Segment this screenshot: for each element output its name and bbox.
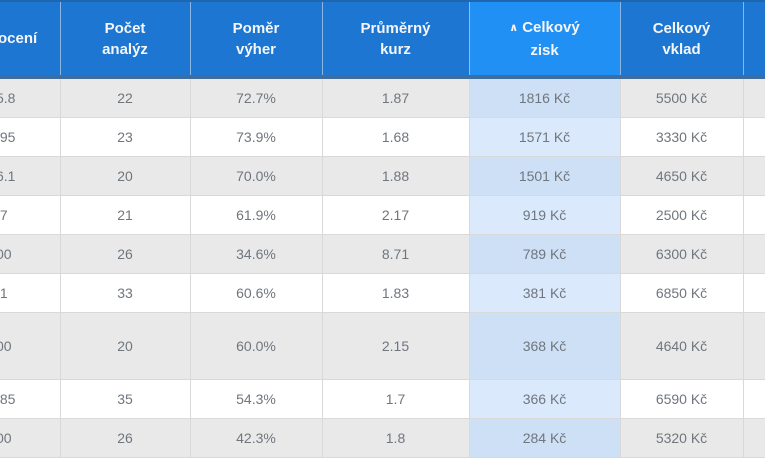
cell-analyses-count: 33 (59, 273, 191, 313)
cell-win-ratio: 60.6% (189, 273, 323, 313)
cell-average-odds: 1.68 (321, 117, 470, 157)
column-header-total-stake[interactable]: Celkový vklad (619, 0, 744, 79)
column-header-cutoff (742, 0, 765, 79)
column-header-win-ratio[interactable]: Poměr výher (189, 0, 323, 79)
column-header-average-odds[interactable]: Průměrný kurz (321, 0, 470, 79)
cell-rating: 6.1 (0, 156, 61, 196)
cell-analyses-count: 21 (59, 195, 191, 235)
cell-cutoff (742, 156, 765, 196)
cell-win-ratio: 54.3% (189, 379, 323, 419)
cell-total-stake: 5320 Kč (619, 418, 744, 458)
cell-cutoff (742, 76, 765, 118)
cell-total-stake: 4650 Kč (619, 156, 744, 196)
table-header: ocení Počet analýz Poměr výher Průměrný … (0, 0, 765, 79)
cell-cutoff (742, 418, 765, 458)
cell-total-profit: 284 Kč (468, 418, 621, 458)
column-header-rating[interactable]: ocení (0, 0, 61, 79)
cell-total-stake: 4640 Kč (619, 312, 744, 380)
cell-win-ratio: 70.0% (189, 156, 323, 196)
cell-total-profit: 919 Kč (468, 195, 621, 235)
cell-total-profit: 368 Kč (468, 312, 621, 380)
cell-rating: 5.8 (0, 76, 61, 118)
cell-average-odds: 2.15 (321, 312, 470, 380)
cell-total-profit: 789 Kč (468, 234, 621, 274)
cell-cutoff (742, 195, 765, 235)
cell-win-ratio: 73.9% (189, 117, 323, 157)
cell-analyses-count: 20 (59, 312, 191, 380)
cell-win-ratio: 34.6% (189, 234, 323, 274)
cell-cutoff (742, 379, 765, 419)
cell-rating: 00 (0, 234, 61, 274)
cell-rating: .85 (0, 379, 61, 419)
cell-analyses-count: 35 (59, 379, 191, 419)
cell-total-stake: 6300 Kč (619, 234, 744, 274)
cell-analyses-count: 26 (59, 234, 191, 274)
cell-win-ratio: 60.0% (189, 312, 323, 380)
cell-rating: 00 (0, 418, 61, 458)
sort-ascending-icon: ∧ (509, 21, 519, 34)
cell-total-stake: 6590 Kč (619, 379, 744, 419)
column-header-total-profit-sorted[interactable]: ∧ Celkový zisk (468, 0, 621, 79)
cell-cutoff (742, 312, 765, 380)
cell-analyses-count: 26 (59, 418, 191, 458)
column-header-label: Celkový zisk (522, 18, 580, 59)
cell-average-odds: 1.83 (321, 273, 470, 313)
cell-average-odds: 1.7 (321, 379, 470, 419)
cell-cutoff (742, 117, 765, 157)
cell-average-odds: 1.87 (321, 76, 470, 118)
table-header-row: ocení Počet analýz Poměr výher Průměrný … (0, 0, 765, 79)
cell-rating: 00 (0, 312, 61, 380)
cell-rating: .7 (0, 195, 61, 235)
cell-analyses-count: 23 (59, 117, 191, 157)
cell-analyses-count: 20 (59, 156, 191, 196)
cell-win-ratio: 42.3% (189, 418, 323, 458)
cell-win-ratio: 72.7% (189, 76, 323, 118)
cell-total-stake: 2500 Kč (619, 195, 744, 235)
cell-total-stake: 3330 Kč (619, 117, 744, 157)
cell-win-ratio: 61.9% (189, 195, 323, 235)
cell-analyses-count: 22 (59, 76, 191, 118)
cell-total-profit: 1501 Kč (468, 156, 621, 196)
cell-total-stake: 6850 Kč (619, 273, 744, 313)
cell-total-profit: 381 Kč (468, 273, 621, 313)
cell-average-odds: 1.8 (321, 418, 470, 458)
cell-total-stake: 5500 Kč (619, 76, 744, 118)
cell-average-odds: 1.88 (321, 156, 470, 196)
cell-average-odds: 2.17 (321, 195, 470, 235)
cell-rating: .95 (0, 117, 61, 157)
cell-total-profit: 1816 Kč (468, 76, 621, 118)
cell-total-profit: 366 Kč (468, 379, 621, 419)
cell-cutoff (742, 273, 765, 313)
cell-total-profit: 1571 Kč (468, 117, 621, 157)
column-header-analyses-count[interactable]: Počet analýz (59, 0, 191, 79)
cell-average-odds: 8.71 (321, 234, 470, 274)
cell-cutoff (742, 234, 765, 274)
cell-rating: .1 (0, 273, 61, 313)
